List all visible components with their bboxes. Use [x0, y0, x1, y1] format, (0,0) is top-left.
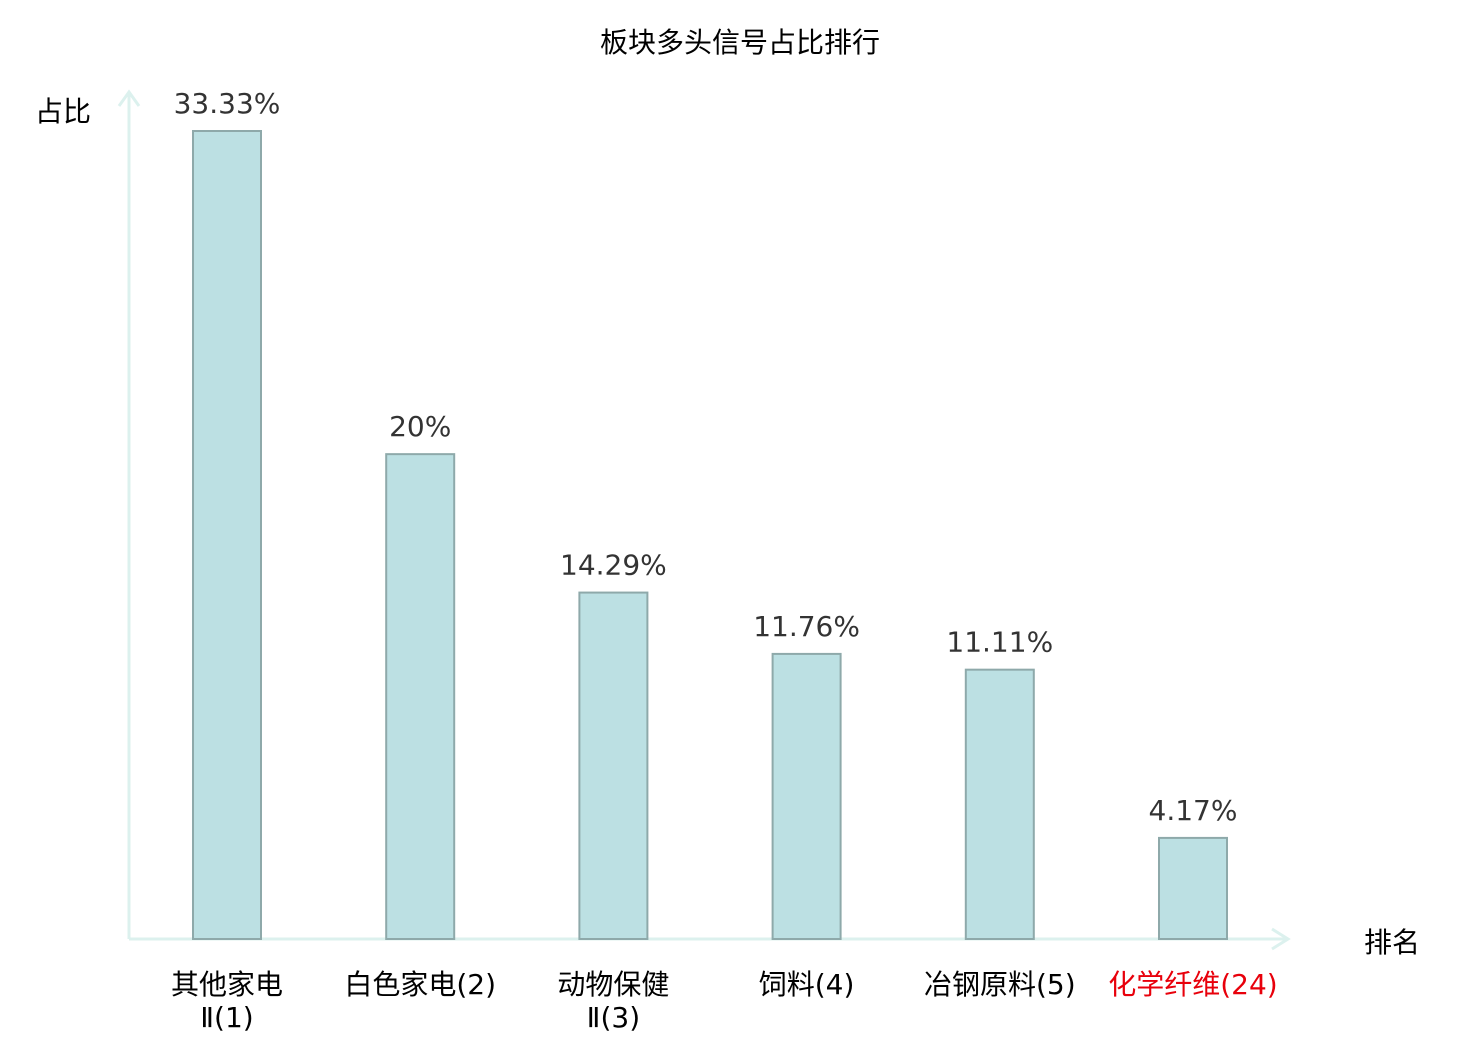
bar — [192, 130, 262, 940]
axes — [117, 89, 1291, 951]
y-axis-label: 占比 — [35, 95, 91, 128]
y-axis-arrow — [117, 89, 141, 107]
x-axis-label: 排名 — [1364, 926, 1420, 959]
chart-title: 板块多头信号占比排行 — [600, 26, 880, 59]
x-axis-arrow — [1271, 927, 1291, 951]
category-label: 其他家电 Ⅱ(1) — [171, 968, 283, 1034]
category-label: 白色家电(2) — [344, 968, 496, 1001]
category-label: 冶钢原料(5) — [924, 968, 1076, 1001]
bar — [578, 591, 649, 940]
value-label: 4.17% — [1149, 794, 1238, 827]
value-label: 14.29% — [560, 549, 667, 582]
value-label: 33.33% — [174, 87, 281, 120]
category-label: 饲料(4) — [759, 968, 855, 1001]
bar — [771, 652, 842, 941]
value-label: 11.76% — [753, 610, 860, 643]
category-label: 化学纤维(24) — [1108, 968, 1277, 1001]
bar — [385, 453, 456, 940]
bar — [1158, 836, 1228, 941]
value-label: 11.11% — [946, 626, 1053, 659]
value-label: 20% — [389, 410, 451, 443]
category-label: 动物保健 Ⅱ(3) — [557, 968, 669, 1034]
bar — [964, 668, 1035, 941]
